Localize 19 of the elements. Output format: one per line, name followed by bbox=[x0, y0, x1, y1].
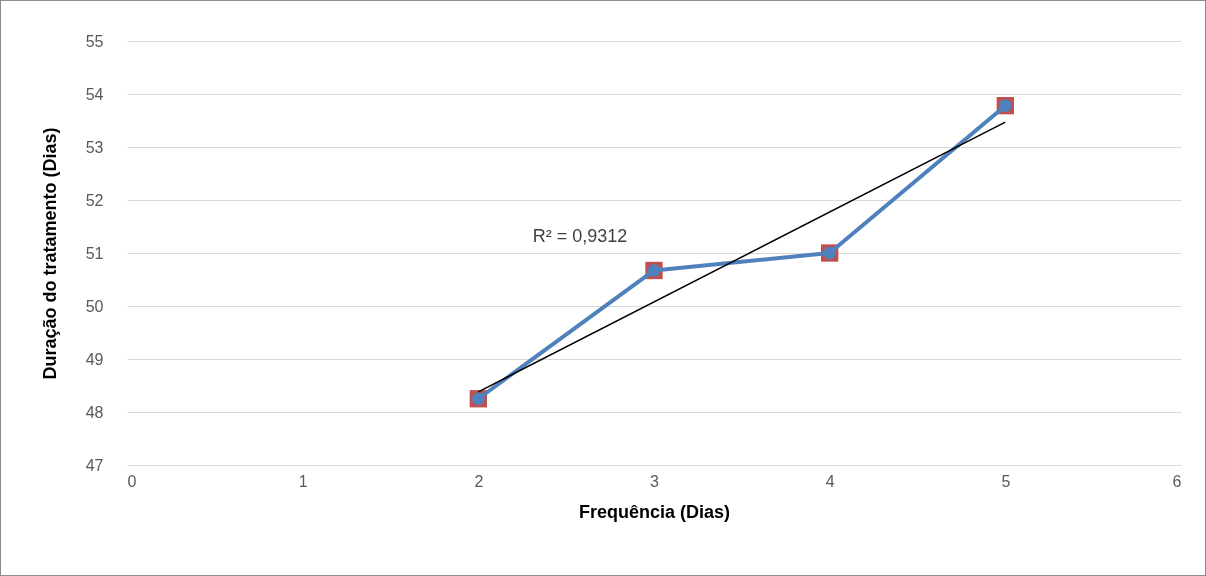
x-axis-title: Frequência (Dias) bbox=[578, 501, 731, 522]
x-tick-label: 4 bbox=[825, 472, 835, 490]
x-tick-label: 6 bbox=[1172, 472, 1182, 490]
y-tick-label: 49 bbox=[85, 350, 104, 368]
y-tick-label: 47 bbox=[85, 456, 104, 474]
x-tick-label: 5 bbox=[1001, 472, 1011, 490]
y-tick-label: 52 bbox=[85, 191, 104, 209]
annotation: R² = 0,9312 bbox=[532, 226, 628, 246]
y-tick-label: 55 bbox=[85, 32, 104, 50]
y-tick-label: 51 bbox=[85, 244, 104, 262]
y-axis-title: Duração do tratamento (Dias) bbox=[39, 127, 60, 380]
x-tick-label: 1 bbox=[298, 472, 308, 490]
y-tick-label: 54 bbox=[85, 85, 104, 103]
x-tick-label: 3 bbox=[650, 472, 660, 490]
y-tick-label: 48 bbox=[85, 403, 104, 421]
x-tick-label: 0 bbox=[127, 472, 137, 490]
y-tick-label: 50 bbox=[85, 297, 104, 315]
y-tick-label: 53 bbox=[85, 138, 104, 156]
x-tick-label: 2 bbox=[474, 472, 484, 490]
